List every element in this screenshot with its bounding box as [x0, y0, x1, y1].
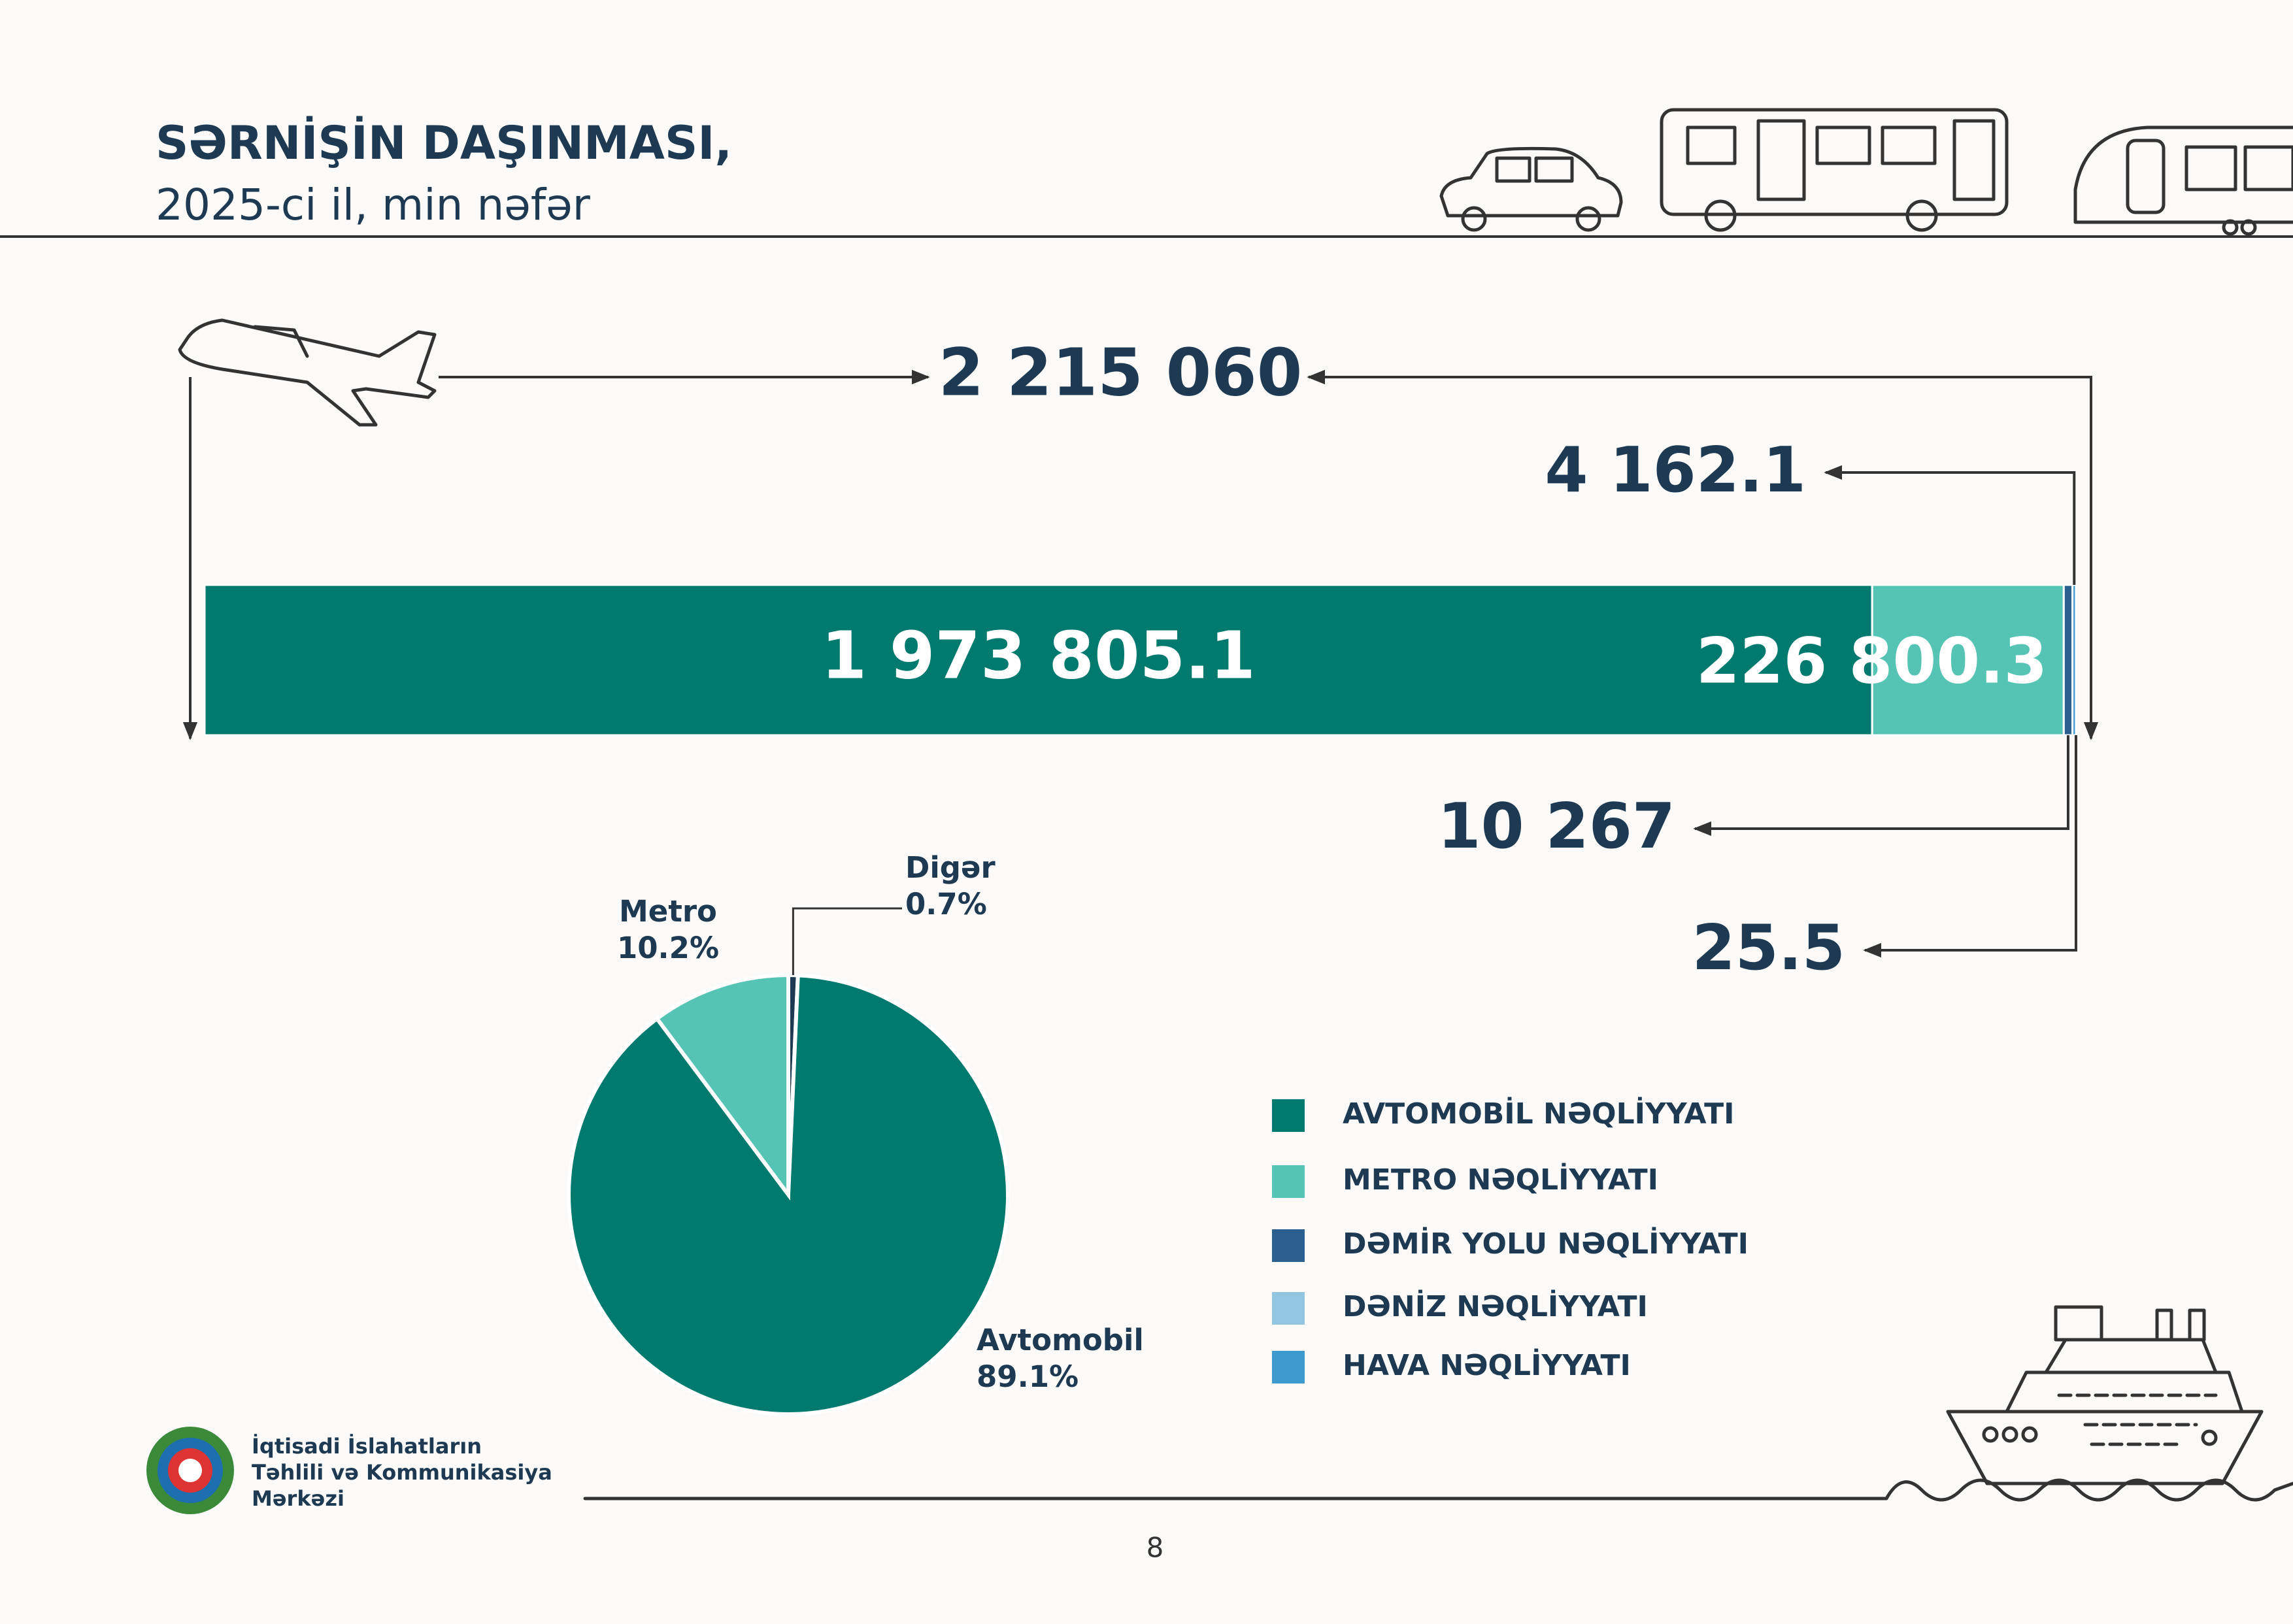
legend-label: HAVA NƏQLİYYATI	[1343, 1348, 1631, 1382]
legend-label: METRO NƏQLİYYATI	[1343, 1162, 1658, 1197]
pie-value: 89.1%	[977, 1359, 1079, 1394]
subtitle: 2025-ci il, min nəfər	[156, 180, 591, 230]
legend-label: DƏNİZ NƏQLİYYATI	[1343, 1289, 1648, 1323]
pie-label: Digər	[905, 850, 996, 885]
total-label: 2 215 060	[939, 334, 1303, 410]
legend-swatch	[1272, 1229, 1305, 1262]
leader-line	[793, 908, 902, 975]
emblem	[146, 1427, 234, 1514]
leader-line	[1695, 735, 2068, 829]
page-number: 8	[1146, 1532, 1164, 1564]
pie-label: Avtomobil	[977, 1323, 1144, 1357]
org-line: İqtisadi İslahatların	[252, 1434, 482, 1459]
pie-label: Metro	[619, 894, 717, 929]
legend-swatch	[1272, 1351, 1305, 1384]
legend-label: DƏMİR YOLU NƏQLİYYATI	[1343, 1226, 1749, 1261]
segment-label: 10 267	[1437, 791, 1675, 863]
legend-swatch	[1272, 1099, 1305, 1132]
segment-label: 25.5	[1692, 912, 1845, 984]
segment-label: 4 162.1	[1545, 435, 1806, 506]
leader-line	[1826, 472, 2074, 585]
train-icon	[2075, 127, 2293, 234]
segment-label: 1 973 805.1	[821, 617, 1255, 693]
plane-icon	[180, 320, 435, 425]
leader-line	[1865, 735, 2076, 950]
org-line: Mərkəzi	[252, 1486, 344, 1511]
ship-icon	[1948, 1307, 2262, 1483]
bar-segment	[2064, 585, 2072, 735]
legend-label: AVTOMOBİL NƏQLİYYATI	[1343, 1096, 1735, 1131]
legend-swatch	[1272, 1165, 1305, 1198]
org-line: Təhlili və Kommunikasiya	[252, 1460, 552, 1485]
pie-value: 10.2%	[617, 931, 719, 965]
car-icon	[1441, 148, 1621, 230]
pie-value: 0.7%	[905, 887, 987, 921]
legend-swatch	[1272, 1292, 1305, 1325]
segment-label: 226 800.3	[1696, 624, 2047, 697]
bus-icon	[1662, 110, 2007, 230]
title: SƏRNİŞİN DAŞINMASI,	[156, 116, 732, 170]
